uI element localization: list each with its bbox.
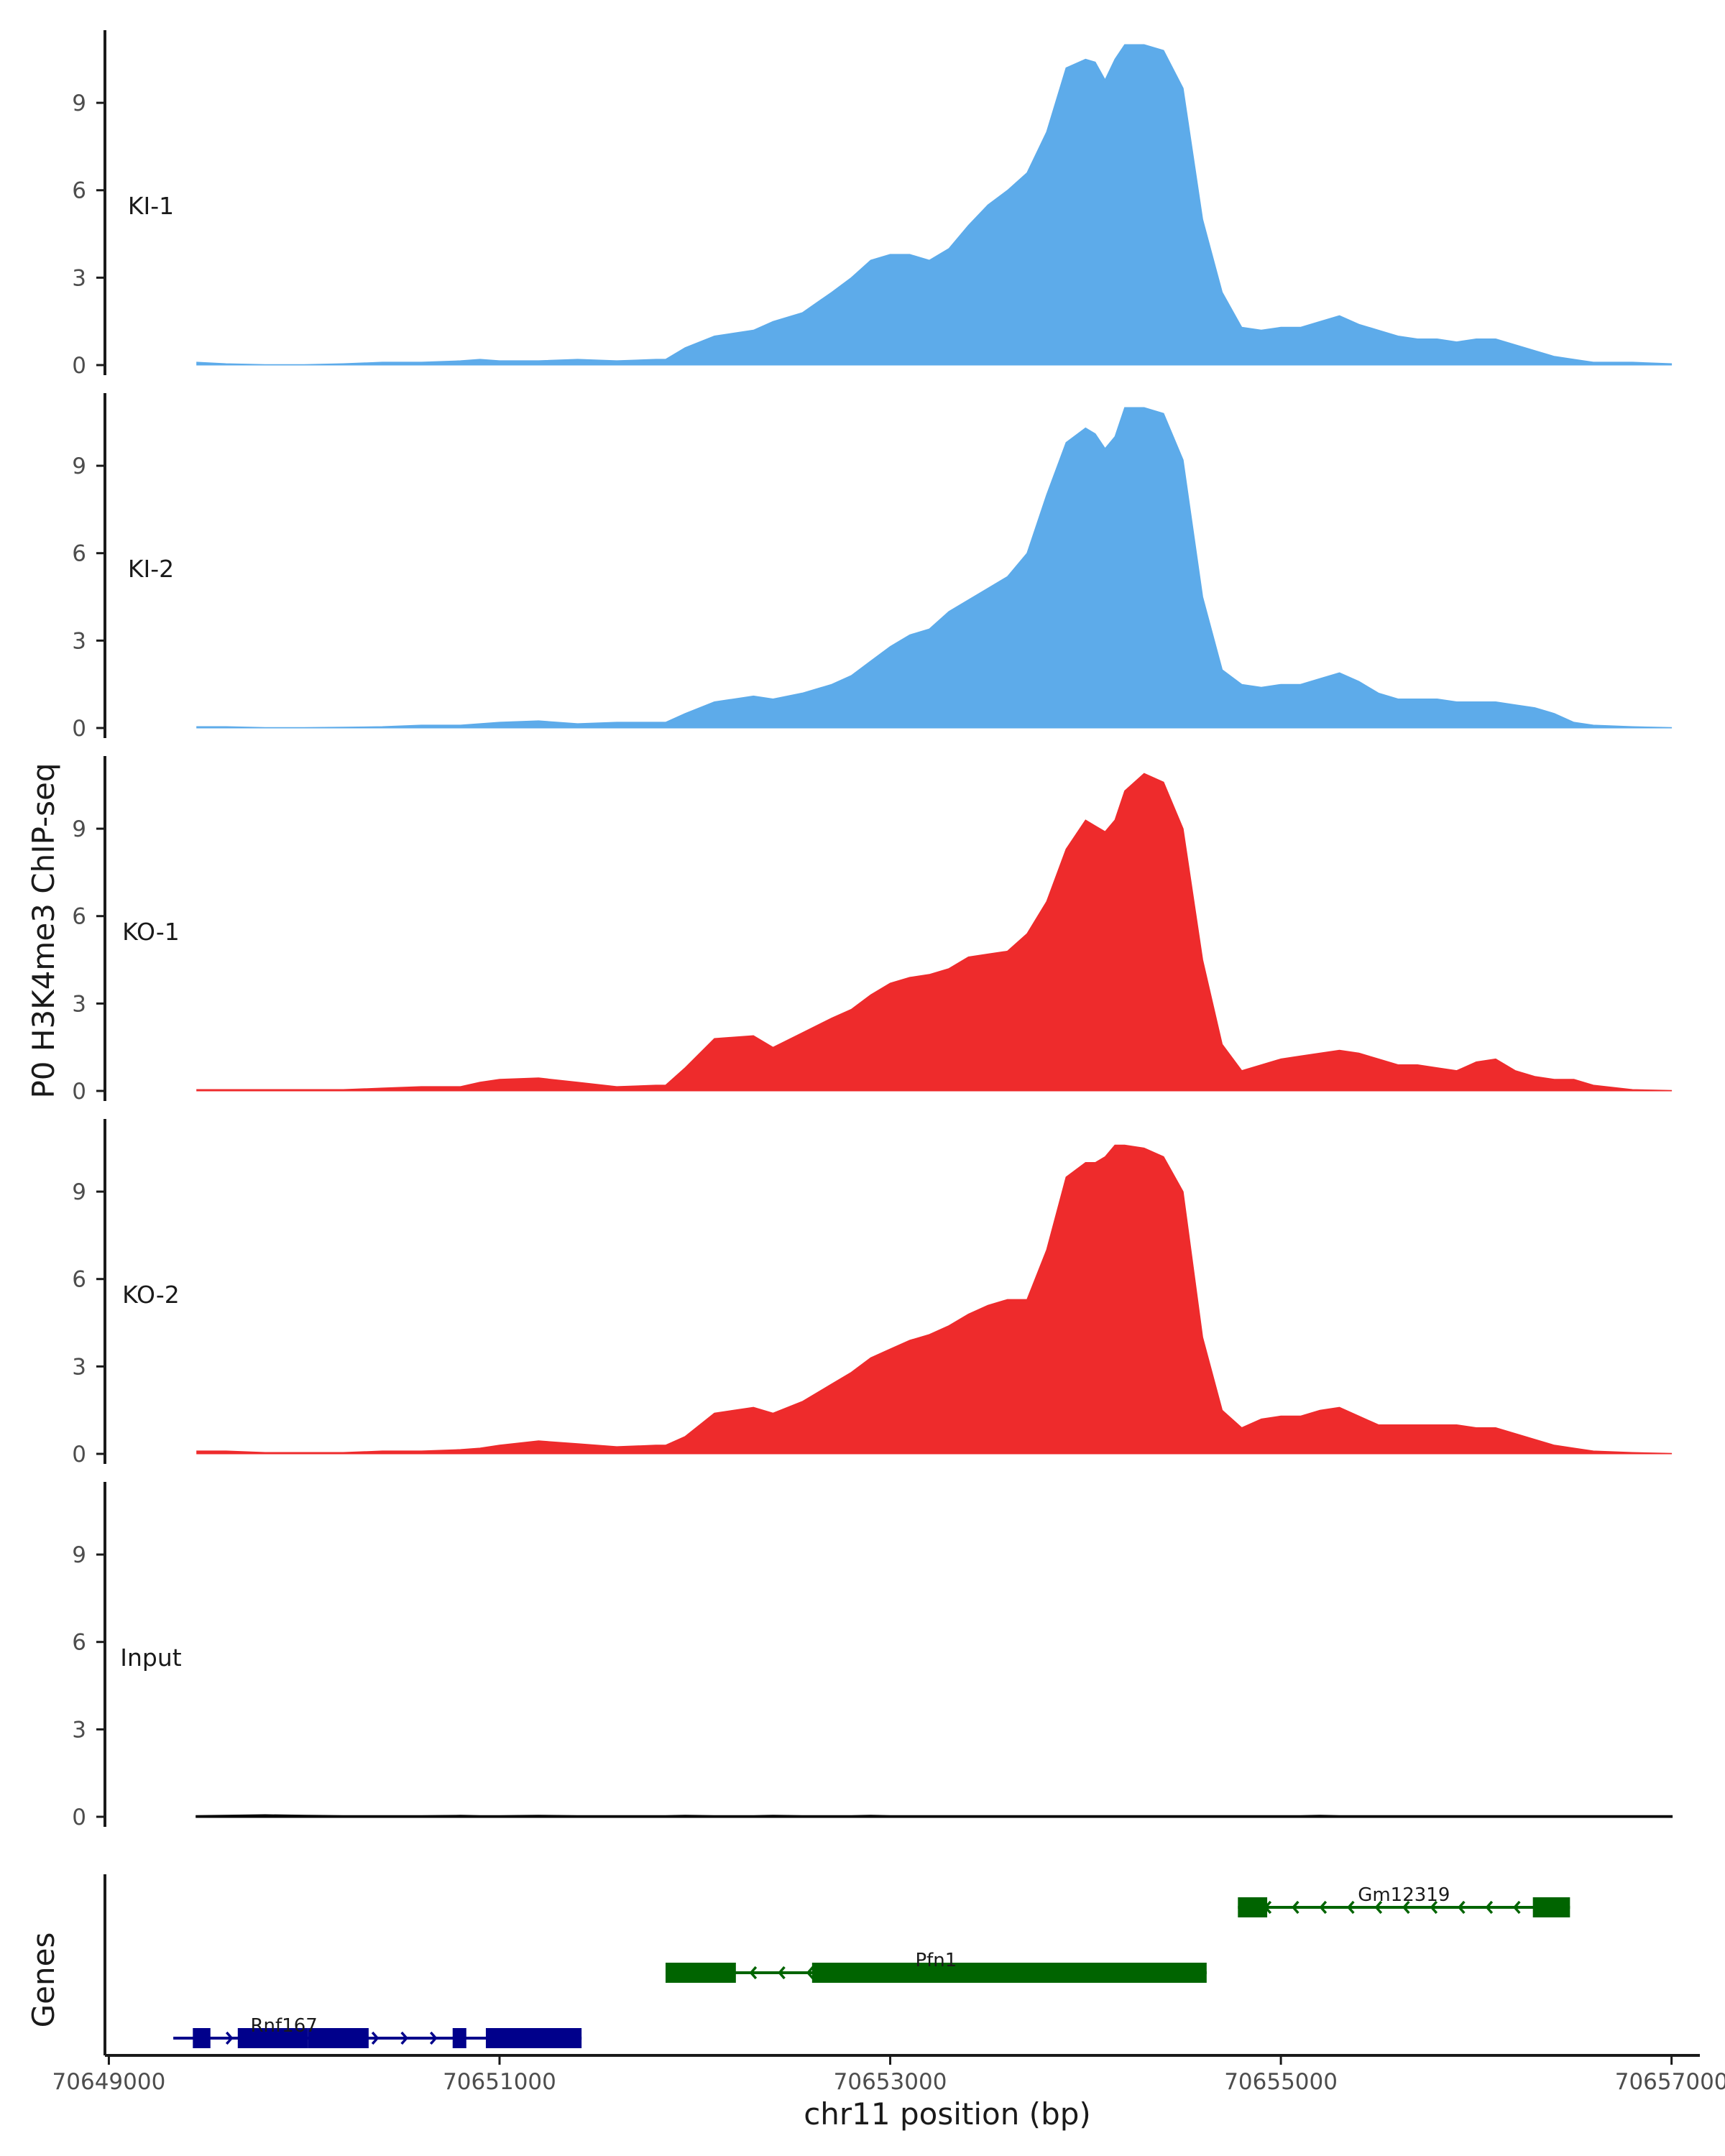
y-tick-label: 6: [72, 1630, 86, 1656]
gene-gm12319: Gm12319: [1238, 1884, 1570, 1917]
strand-arrow: [1291, 1900, 1300, 1915]
y-tick-label: 6: [72, 1267, 86, 1293]
x-axis-title: chr11 position (bp): [804, 2096, 1091, 2132]
y-tick-label: 0: [72, 1442, 86, 1468]
strand-arrow: [1457, 1900, 1466, 1915]
y-tick-label: 0: [72, 1079, 86, 1105]
y-tick-label: 0: [72, 716, 86, 742]
x-axis: 70649000 70651000 70653000 70655000 70657000: [52, 2054, 1725, 2095]
strand-arrow: [400, 2031, 409, 2045]
strand-arrow: [1402, 1900, 1410, 1915]
x-tick-label: 70657000: [1615, 2069, 1725, 2095]
strand-arrow: [1319, 1900, 1328, 1915]
track-ko-2: 0 3 6 9 KO-2: [72, 1119, 1673, 1468]
gene-pfn1: Pfn1: [665, 1950, 1207, 1983]
coverage-area-ki-2: [196, 407, 1673, 729]
y-tick-label: 9: [72, 1179, 86, 1205]
track-ki-2: 0 3 6 9 KI-2: [72, 393, 1673, 742]
gene-exon: [665, 1963, 736, 1983]
strand-arrow: [371, 2031, 380, 2045]
strand-arrow: [1512, 1900, 1521, 1915]
track-label: Input: [120, 1644, 182, 1672]
coverage-tracks: 0 3 6 9 KI-1 0 3 6 9 KI-2 0 3 6 9 KO-1 0 3 6 9 KO-2 0 3 6 9 Inpu…: [72, 30, 1673, 1830]
strand-arrow: [1346, 1900, 1355, 1915]
gene-rnf167: Rnf167: [173, 2015, 582, 2048]
gene-exon: [1238, 1897, 1268, 1917]
track-ki-1: 0 3 6 9 KI-1: [72, 30, 1673, 379]
y-tick-label: 0: [72, 353, 86, 379]
gene-name-label: Gm12319: [1358, 1884, 1450, 1906]
track-label: KI-1: [128, 192, 174, 220]
track-label: KO-1: [122, 918, 180, 946]
gene-exon: [237, 2028, 308, 2048]
coverage-area-ki-1: [196, 44, 1673, 366]
y-tick-label: 9: [72, 453, 86, 479]
gene-exon: [485, 2028, 582, 2048]
gene-track: Gm12319 Pfn1 Rnf167: [104, 1874, 1570, 2055]
y-tick-label: 9: [72, 91, 86, 116]
coverage-area-ko-2: [196, 1144, 1673, 1455]
x-tick-label: 70655000: [1224, 2069, 1338, 2095]
y-tick-label: 9: [72, 816, 86, 842]
y-tick-label: 6: [72, 904, 86, 930]
strand-arrow: [749, 1966, 758, 1980]
strand-arrow: [1430, 1900, 1438, 1915]
strand-arrow: [1374, 1900, 1383, 1915]
y-tick-label: 3: [72, 265, 86, 291]
y-tick-label: 6: [72, 541, 86, 567]
gene-exon: [811, 1963, 1207, 1983]
gene-exon: [193, 2028, 211, 2048]
strand-arrow: [429, 2031, 438, 2045]
track-ko-1: 0 3 6 9 KO-1: [72, 756, 1673, 1105]
gene-name-label: Pfn1: [915, 1950, 957, 1971]
gene-name-label: Rnf167: [250, 2015, 317, 2037]
genes-axis-title: Genes: [26, 1932, 61, 2028]
track-label: KI-2: [128, 555, 174, 583]
coverage-area-input: [196, 1814, 1673, 1818]
y-tick-label: 9: [72, 1542, 86, 1568]
strand-arrow: [806, 1966, 814, 1980]
track-input: 0 3 6 9 Input: [72, 1482, 1673, 1830]
gene-exon: [452, 2028, 466, 2048]
strand-arrow: [778, 1966, 786, 1980]
x-tick-label: 70653000: [834, 2069, 947, 2095]
y-tick-label: 3: [72, 1717, 86, 1743]
y-tick-label: 3: [72, 991, 86, 1017]
strand-arrow: [225, 2031, 234, 2045]
y-tick-label: 3: [72, 628, 86, 654]
gene-exon: [1532, 1897, 1570, 1917]
y-tick-label: 3: [72, 1354, 86, 1380]
gene-exon: [308, 2028, 369, 2048]
y-axis-title: P0 H3K4me3 ChIP-seq: [26, 763, 61, 1098]
strand-arrow: [1485, 1900, 1494, 1915]
x-tick-label: 70649000: [52, 2069, 166, 2095]
track-label: KO-2: [122, 1281, 180, 1309]
x-tick-label: 70651000: [443, 2069, 556, 2095]
y-tick-label: 0: [72, 1805, 86, 1830]
y-tick-label: 6: [72, 178, 86, 204]
coverage-area-ko-1: [196, 773, 1673, 1092]
